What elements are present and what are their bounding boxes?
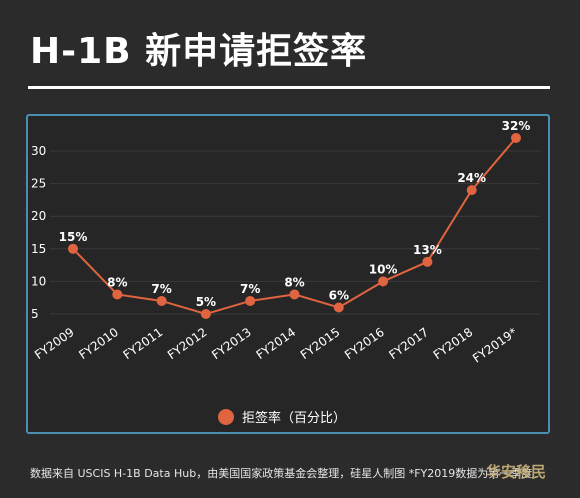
data-point bbox=[112, 289, 123, 300]
watermark-logo: 华安移民 bbox=[486, 463, 547, 481]
data-point bbox=[378, 276, 389, 287]
data-points bbox=[68, 132, 521, 319]
data-label: 5% bbox=[196, 295, 216, 309]
x-tick-label: FY2010 bbox=[76, 325, 121, 362]
data-labels: 15% 8% 7% 5% 7% 8% 6% 10% 13% 24% 32% bbox=[59, 119, 531, 309]
data-label: 8% bbox=[107, 275, 127, 289]
data-point bbox=[466, 185, 477, 196]
x-tick-label: FY2011 bbox=[121, 325, 166, 362]
y-tick-label: 5 bbox=[31, 307, 39, 321]
data-label: 15% bbox=[59, 230, 88, 244]
chart-frame bbox=[26, 114, 550, 434]
x-tick-label: FY2009 bbox=[32, 325, 77, 362]
data-label: 13% bbox=[413, 243, 442, 257]
source-footnote: 数据来自 USCIS H-1B Data Hub，由美国国家政策基金会整理，硅星… bbox=[30, 467, 533, 480]
grid-lines bbox=[50, 150, 540, 315]
x-tick-label: FY2019* bbox=[470, 325, 520, 366]
legend-label: 拒签率（百分比） bbox=[242, 411, 347, 426]
data-point bbox=[68, 243, 78, 254]
data-point bbox=[422, 256, 433, 267]
y-tick-label: 20 bbox=[31, 209, 46, 223]
y-tick-label: 10 bbox=[31, 274, 46, 288]
data-point bbox=[333, 302, 344, 313]
legend-marker-icon bbox=[218, 408, 234, 425]
data-point bbox=[200, 309, 211, 319]
data-label: 6% bbox=[329, 288, 349, 302]
chart-legend: 拒签率（百分比） bbox=[218, 407, 346, 426]
data-label: 10% bbox=[369, 262, 398, 276]
data-point bbox=[511, 132, 521, 143]
data-label: 7% bbox=[151, 282, 171, 296]
data-point bbox=[289, 289, 300, 300]
x-tick-label: FY2014 bbox=[254, 325, 299, 362]
data-label: 24% bbox=[457, 171, 486, 185]
data-point bbox=[156, 295, 167, 306]
y-tick-label: 25 bbox=[31, 177, 46, 191]
data-label: 7% bbox=[240, 282, 260, 296]
x-tick-label: FY2012 bbox=[165, 325, 210, 362]
x-tick-label: FY2015 bbox=[298, 325, 343, 362]
x-tick-label: FY2017 bbox=[386, 325, 431, 362]
y-axis-ticks: 5 10 15 20 25 30 bbox=[31, 144, 46, 321]
data-point bbox=[245, 295, 256, 306]
data-label: 8% bbox=[284, 275, 304, 289]
y-tick-label: 15 bbox=[31, 242, 46, 256]
x-axis-ticks: FY2009 FY2010 FY2011 FY2012 FY2013 FY2014 FY20… bbox=[32, 325, 520, 366]
data-label: 32% bbox=[502, 119, 531, 133]
title-underline bbox=[28, 86, 550, 89]
x-tick-label: FY2018 bbox=[431, 325, 476, 362]
chart-title: H-1B 新申请拒签率 bbox=[30, 31, 368, 72]
y-tick-label: 30 bbox=[31, 144, 46, 158]
x-tick-label: FY2013 bbox=[209, 325, 254, 362]
x-tick-label: FY2016 bbox=[342, 325, 387, 362]
